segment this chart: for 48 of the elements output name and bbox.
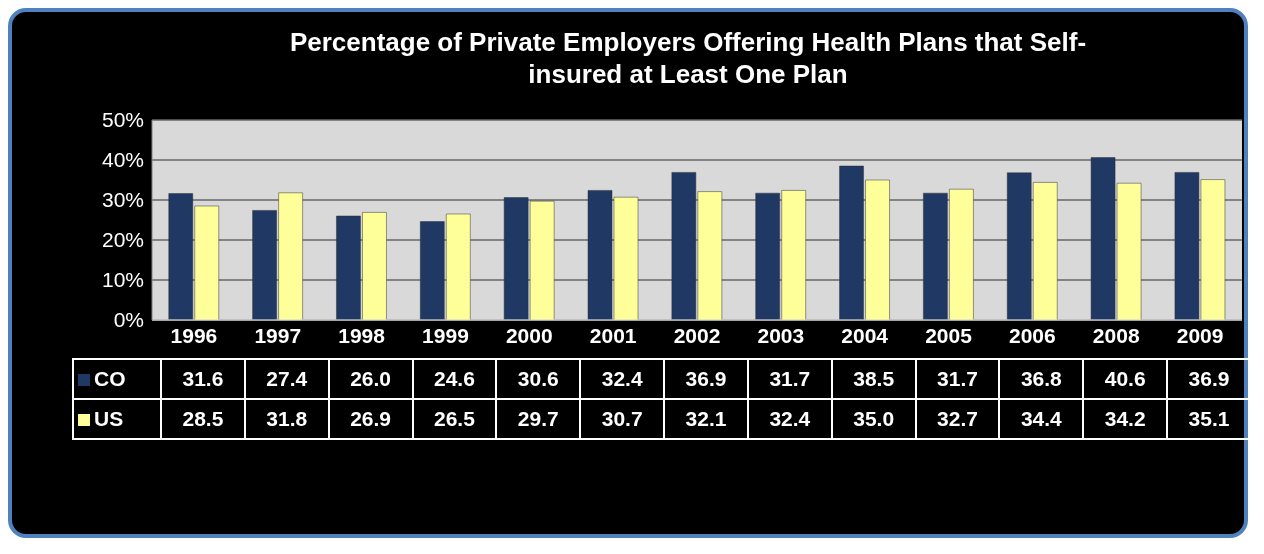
x-tick-label: 2009: [1176, 323, 1224, 347]
data-label: 32.4: [747, 399, 832, 439]
data-label: 26.0: [328, 359, 413, 399]
x-tick-label: 1999: [422, 323, 469, 347]
x-tick-label: 2002: [673, 323, 721, 347]
data-label: 34.2: [1083, 399, 1168, 439]
x-tick-label: 2008: [1092, 323, 1140, 347]
y-tick-label: 30%: [101, 188, 144, 212]
data-label: 26.9: [328, 399, 413, 439]
legend-label: CO: [73, 359, 161, 399]
x-tick-label: 2004: [841, 323, 889, 347]
x-tick-label: 1998: [338, 323, 386, 347]
data-label: 30.6: [496, 359, 581, 399]
data-label: 32.1: [664, 399, 748, 439]
x-tick-label: 2006: [1009, 323, 1056, 347]
y-tick-label: 0%: [113, 308, 144, 332]
data-label: 36.9: [1167, 359, 1251, 399]
data-label: 35.0: [831, 399, 916, 439]
data-label: 24.6: [412, 359, 497, 399]
x-tick-label: 1997: [254, 323, 302, 347]
data-label: 38.5: [831, 359, 916, 399]
x-tick-label: 2000: [505, 323, 553, 347]
data-label: 26.5: [412, 399, 497, 439]
data-label: 29.7: [496, 399, 581, 439]
chart-title: Percentage of Private Employers Offering Health Plans that Self-insured at Least One Plan: [288, 26, 1088, 90]
data-label: 31.7: [747, 359, 832, 399]
x-tick-label: 2005: [925, 323, 973, 347]
data-label: 34.4: [999, 399, 1084, 439]
data-label: 35.1: [1167, 399, 1251, 439]
data-label: 31.6: [161, 359, 245, 399]
data-label: 31.7: [915, 359, 1000, 399]
data-label: 40.6: [1083, 359, 1168, 399]
data-label: 30.7: [580, 399, 665, 439]
data-label: 32.4: [580, 359, 665, 399]
data-label: 28.5: [161, 399, 245, 439]
y-tick-label: 40%: [101, 148, 144, 172]
x-tick-label: 2003: [757, 323, 805, 347]
data-label: 31.8: [244, 399, 329, 439]
legend-label: US: [73, 399, 161, 439]
y-tick-label: 20%: [101, 228, 144, 252]
x-tick-label: 1996: [170, 323, 218, 347]
data-label: 36.8: [999, 359, 1084, 399]
data-label: 36.9: [664, 359, 748, 399]
y-tick-label: 50%: [101, 108, 144, 132]
x-tick-label: 2001: [589, 323, 637, 347]
data-label: 32.7: [915, 399, 1000, 439]
y-tick-label: 10%: [101, 268, 144, 292]
data-label: 27.4: [244, 359, 329, 399]
